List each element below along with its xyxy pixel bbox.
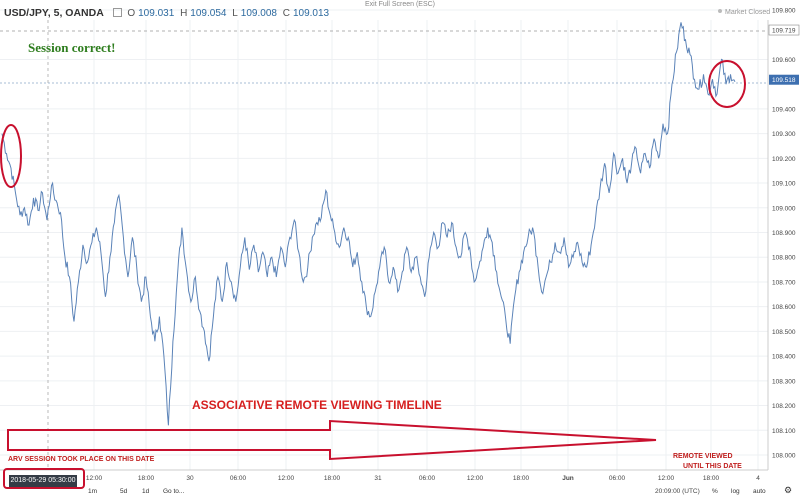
y-tick-label: 108.400	[772, 354, 796, 361]
x-tick-label: 06:00	[230, 475, 247, 482]
session-end-circle	[708, 60, 746, 108]
remote-viewed-line1: REMOTE VIEWED	[673, 453, 733, 460]
settings-gear-icon[interactable]: ⚙	[784, 485, 793, 495]
grid	[0, 9, 768, 470]
y-tick-label: 109.800	[772, 8, 796, 15]
timeline-arrow	[7, 419, 657, 461]
y-tick-label: 108.100	[772, 428, 796, 435]
y-tick-label: 108.600	[772, 304, 796, 311]
y-tick-label: 109.000	[772, 205, 796, 212]
x-tick-label: 12:00	[658, 475, 675, 482]
y-tick-label: 109.600	[772, 57, 796, 64]
y-tick-label: 108.900	[772, 230, 796, 237]
x-tick-label: 18:00	[324, 475, 341, 482]
open-label: O	[127, 8, 136, 19]
close-label: C	[282, 8, 290, 19]
time-display[interactable]: 20:09:00 (UTC)	[655, 488, 700, 495]
goto-button[interactable]: Go to...	[163, 488, 185, 495]
x-tick-label: 30	[186, 475, 194, 482]
high-label: H	[180, 8, 188, 19]
y-tick-label: 109.300	[772, 131, 796, 138]
market-status: Market Closed	[718, 9, 770, 16]
remote-viewed-note: REMOTE VIEWED UNTIL THIS DATE	[673, 452, 773, 472]
y-axis-ticks: 109.800 109.719 109.600 109.518 109.400 109.3…	[768, 8, 800, 460]
range-5d-button[interactable]: 5d	[120, 488, 128, 495]
y-tick-label: 109.400	[772, 106, 796, 113]
remote-viewed-line2: UNTIL THIS DATE	[683, 463, 742, 470]
open-value: 109.031	[138, 8, 175, 19]
high-value: 109.054	[190, 8, 227, 19]
x-tick-label: 12:00	[467, 475, 484, 482]
x-tick-label: 06:00	[419, 475, 436, 482]
y-tick-label: 109.200	[772, 156, 796, 163]
y-tick-label: 109.719	[772, 28, 796, 35]
x-tick-label: Jun	[562, 475, 574, 482]
x-tick-label: 18:00	[703, 475, 720, 482]
price-series-line	[1, 22, 736, 426]
y-tick-label: 109.100	[772, 181, 796, 188]
low-label: L	[232, 8, 238, 19]
last-price-tag	[769, 74, 799, 85]
date-highlight-box	[3, 468, 85, 489]
auto-toggle[interactable]: auto	[753, 488, 766, 495]
y-tick-label: 108.000	[772, 453, 796, 460]
crosshair-date-label: 2018-05-29 05:30:00	[9, 475, 77, 487]
session-start-circle	[0, 124, 22, 188]
y-tick-label: 108.500	[772, 329, 796, 336]
x-tick-label: 31	[374, 475, 382, 482]
symbol-label: USD/JPY, 5, OANDA	[4, 7, 104, 19]
x-tick-label: 4	[756, 475, 760, 482]
percent-toggle[interactable]: %	[712, 488, 718, 495]
x-tick-label: 18:00	[138, 475, 155, 482]
log-toggle[interactable]: log	[731, 488, 740, 495]
symbol-header: USD/JPY, 5, OANDA O 109.031 H 109.054 L 109…	[4, 7, 332, 19]
timeline-title: ASSOCIATIVE REMOTE VIEWING TIMELINE	[192, 398, 442, 412]
exit-fullscreen-button[interactable]: Exit Full Screen (ESC)	[365, 1, 436, 8]
high-price-tag	[768, 24, 800, 36]
y-tick-label: 108.200	[772, 403, 796, 410]
y-tick-label: 108.300	[772, 378, 796, 385]
y-tick-label: 109.518	[772, 77, 796, 84]
arv-session-note: ARV SESSION TOOK PLACE ON THIS DATE	[8, 456, 155, 463]
x-tick-label: 12:00	[278, 475, 295, 482]
range-1d-button[interactable]: 1d	[142, 488, 150, 495]
close-value: 109.013	[292, 8, 330, 19]
x-axis-ticks: 12:00 18:00 30 06:00 12:00 18:00 31 06:00 12:00 1…	[86, 475, 760, 482]
visibility-checkbox[interactable]	[112, 8, 122, 17]
session-correct-annotation: Session correct!	[28, 40, 116, 55]
low-value: 109.008	[240, 8, 277, 19]
x-tick-label: 12:00	[86, 475, 103, 482]
y-tick-label: 108.700	[772, 279, 796, 286]
range-1m-button[interactable]: 1m	[88, 488, 98, 495]
x-tick-label: 06:00	[609, 475, 626, 482]
x-tick-label: 18:00	[513, 475, 530, 482]
y-tick-label: 108.800	[772, 255, 796, 262]
